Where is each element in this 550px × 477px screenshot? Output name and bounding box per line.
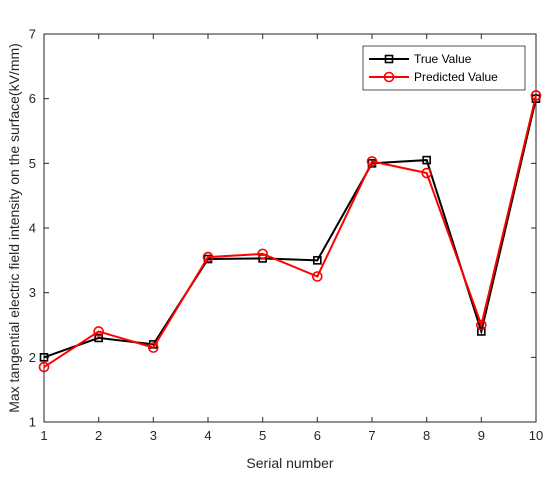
y-axis-label: Max tangential electric field intensity … bbox=[6, 43, 22, 413]
plot-area bbox=[43, 33, 537, 423]
x-tick-label: 9 bbox=[478, 428, 485, 443]
data-point bbox=[366, 156, 378, 167]
data-point bbox=[257, 248, 268, 260]
x-tick-label: 5 bbox=[259, 428, 266, 443]
y-tick-label: 6 bbox=[29, 91, 36, 106]
series-line bbox=[43, 95, 537, 368]
data-point bbox=[39, 353, 49, 362]
data-point bbox=[93, 326, 104, 337]
series-line bbox=[43, 98, 537, 359]
data-point bbox=[530, 90, 542, 101]
axis-ticks: 1 2 3 4 5 6 7 8 9 10 1 2 3 4 5 6 7 bbox=[29, 27, 543, 444]
legend-marker-true-value bbox=[384, 54, 394, 64]
x-tick-label: 7 bbox=[368, 428, 375, 443]
legend: True Value Predicted Value bbox=[362, 45, 526, 91]
x-tick-label: 4 bbox=[204, 428, 211, 443]
series-predicted-value bbox=[38, 90, 542, 373]
data-point bbox=[38, 361, 50, 373]
x-tick-label: 3 bbox=[150, 428, 157, 443]
x-tick-label: 8 bbox=[423, 428, 430, 443]
x-tick-label: 6 bbox=[314, 428, 321, 443]
y-tick-label: 5 bbox=[29, 156, 36, 171]
x-axis-label: Serial number bbox=[246, 455, 333, 471]
x-tick-label: 1 bbox=[40, 428, 47, 443]
data-point bbox=[312, 271, 323, 282]
y-tick-label: 1 bbox=[29, 415, 36, 430]
data-point bbox=[148, 342, 159, 353]
y-tick-label: 7 bbox=[29, 27, 36, 42]
y-tick-label: 3 bbox=[29, 285, 36, 300]
y-tick-label: 2 bbox=[29, 350, 36, 365]
series-layer bbox=[38, 90, 542, 373]
data-point bbox=[94, 333, 103, 343]
legend-box bbox=[362, 45, 526, 91]
y-tick-label: 4 bbox=[29, 221, 36, 236]
legend-label-predicted-value: Predicted Value bbox=[414, 70, 498, 84]
data-point bbox=[476, 319, 487, 331]
legend-marker-predicted-value bbox=[383, 71, 395, 83]
data-point bbox=[422, 155, 431, 165]
data-point bbox=[477, 327, 486, 336]
data-point bbox=[313, 256, 322, 265]
data-point bbox=[421, 167, 432, 179]
legend-label-true-value: True Value bbox=[414, 52, 472, 66]
x-tick-label: 10 bbox=[529, 428, 543, 443]
x-tick-label: 2 bbox=[95, 428, 102, 443]
data-point bbox=[202, 251, 214, 263]
